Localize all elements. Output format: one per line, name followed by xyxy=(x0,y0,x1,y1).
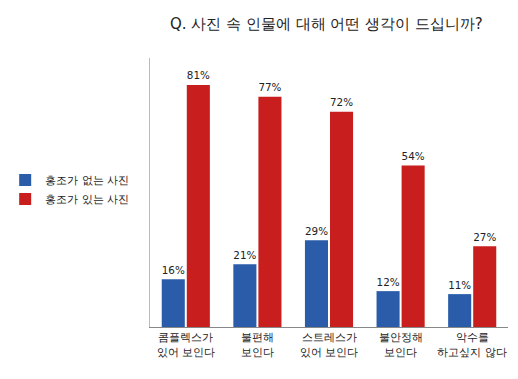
svg-text:81%: 81% xyxy=(187,69,210,81)
svg-text:72%: 72% xyxy=(330,96,353,108)
svg-text:불안정해보인다: 불안정해보인다 xyxy=(379,331,423,358)
svg-text:홍조가 있는 사진: 홍조가 있는 사진 xyxy=(45,193,129,206)
svg-text:54%: 54% xyxy=(402,150,425,162)
svg-text:29%: 29% xyxy=(305,225,328,237)
svg-text:12%: 12% xyxy=(377,276,400,288)
svg-text:불편해보인다: 불편해보인다 xyxy=(241,331,274,358)
svg-text:16%: 16% xyxy=(162,264,185,276)
svg-text:악수를하고싶지 않다: 악수를하고싶지 않다 xyxy=(437,331,507,358)
svg-text:스트레스가있어 보인다: 스트레스가있어 보인다 xyxy=(300,331,359,358)
svg-text:27%: 27% xyxy=(473,231,496,243)
svg-text:77%: 77% xyxy=(258,81,281,93)
svg-text:21%: 21% xyxy=(233,249,256,261)
svg-text:콤플렉스가있어 보인다: 콤플렉스가있어 보인다 xyxy=(157,331,216,358)
svg-text:11%: 11% xyxy=(448,279,471,291)
svg-text:Q. 사진 속 인물에 대해 어떤 생각이 드십니까?: Q. 사진 속 인물에 대해 어떤 생각이 드십니까? xyxy=(170,15,483,33)
svg-text:홍조가 없는 사진: 홍조가 없는 사진 xyxy=(45,174,129,187)
